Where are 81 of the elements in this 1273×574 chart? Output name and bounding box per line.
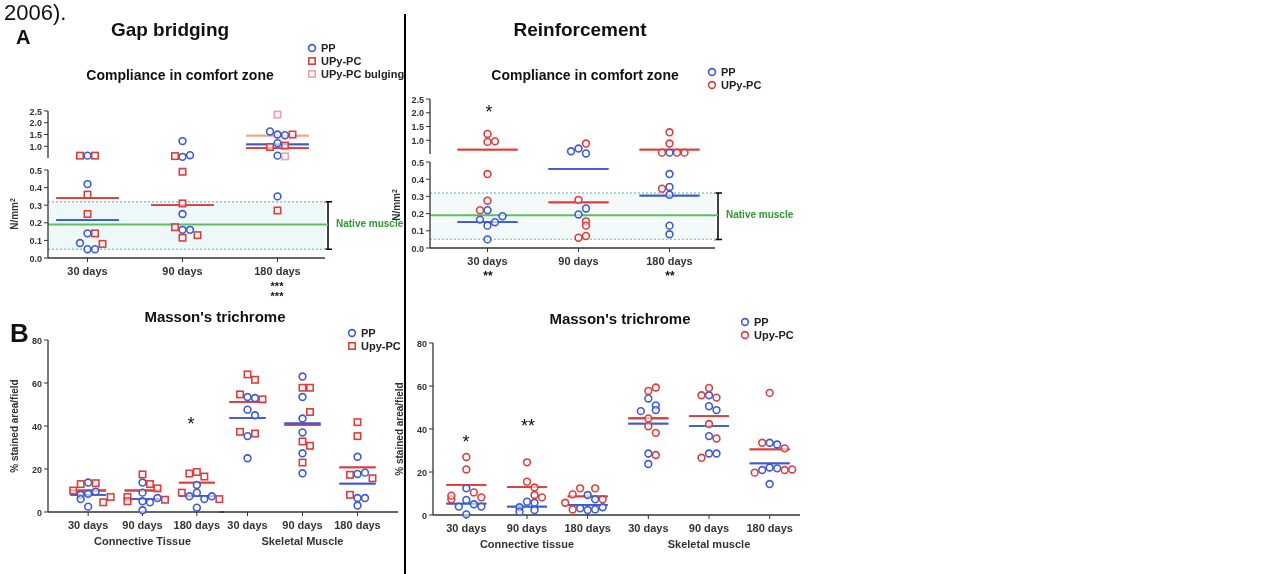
x-tick-label: 180 days <box>173 519 221 531</box>
y-tick-label: 0.4 <box>29 183 42 194</box>
y-tick-label: 0.5 <box>411 157 424 168</box>
chart-title: Reinforcement <box>513 19 648 40</box>
x-tick-label: 90 days <box>162 265 203 277</box>
legend-label: PP <box>321 42 336 54</box>
y-tick-label: 2.5 <box>29 106 42 117</box>
y-tick-label: 1.0 <box>411 135 424 146</box>
x-tick-label: 180 days <box>746 522 793 534</box>
y-tick-label: 0.5 <box>29 165 42 176</box>
x-tick-label: 180 days <box>646 255 693 267</box>
x-axis-title: Connective Tissue <box>94 535 191 547</box>
text: ** <box>483 269 493 283</box>
annotation: ** <box>520 416 536 436</box>
legend-label: PP <box>754 316 769 328</box>
annotation: * <box>187 414 195 434</box>
y-tick-label: 0.0 <box>411 243 424 254</box>
text: A <box>16 26 31 48</box>
x-tick-label: 30 days <box>628 522 669 534</box>
x-tick-label: 30 days <box>227 519 268 531</box>
text: 2006). <box>4 0 67 25</box>
y-tick-label: 0.0 <box>29 253 42 264</box>
chart-title: Masson's trichrome <box>549 310 691 327</box>
text: *** <box>270 290 285 302</box>
y-tick-label: 60 <box>31 378 42 389</box>
y-tick-label: 2.0 <box>29 118 42 129</box>
text: ** <box>665 269 675 283</box>
x-tick-label: 30 days <box>67 519 109 531</box>
annotation: * <box>485 102 493 122</box>
y-tick-label: 2.0 <box>411 108 424 119</box>
legend-label: Upy-PC <box>754 329 794 341</box>
x-axis-title: Skeletal Muscle <box>261 535 344 547</box>
chart-subtitle: Compliance in comfort zone <box>86 67 274 83</box>
text: *** <box>270 280 285 292</box>
y-tick-label: 20 <box>416 467 427 478</box>
x-tick-label: 90 days <box>506 522 548 534</box>
y-tick-label: 60 <box>416 381 427 392</box>
y-tick-label: 1.5 <box>29 130 42 140</box>
y-tick-label: 0.3 <box>29 200 42 211</box>
y-tick-label: 0.2 <box>411 209 424 220</box>
x-tick-label: 30 days <box>446 522 487 534</box>
x-tick-label: 180 days <box>334 519 381 531</box>
y-tick-label: 80 <box>31 335 42 346</box>
y-tick-label: 0.1 <box>411 226 424 237</box>
x-tick-label: 180 days <box>254 265 301 277</box>
y-tick-label: 20 <box>31 464 42 475</box>
annotation: * <box>462 432 470 452</box>
legend-label: UPy-PC <box>321 55 362 67</box>
legend-label: PP <box>721 66 736 78</box>
y-tick-label: 80 <box>416 338 427 349</box>
y-axis-title: % stained area/field <box>394 382 405 476</box>
band-label: Native muscle <box>726 209 794 221</box>
y-tick-label: 0.3 <box>411 191 424 202</box>
x-tick-label: 30 days <box>67 265 108 277</box>
legend-label: UPy-PC <box>721 79 762 91</box>
chart-title: Masson's trichrome <box>144 308 286 325</box>
text: B <box>10 318 29 348</box>
x-tick-label: 90 days <box>122 519 163 531</box>
y-tick-label: 0 <box>421 510 427 521</box>
x-axis-title: Connective tissue <box>479 538 575 550</box>
x-tick-label: 90 days <box>558 255 599 267</box>
y-tick-label: 0.1 <box>29 235 42 246</box>
y-tick-label: 2.5 <box>411 94 424 105</box>
y-tick-label: 1.5 <box>411 122 424 132</box>
legend-label: Upy-PC <box>361 340 401 352</box>
x-axis-title: Skeletal muscle <box>667 538 751 550</box>
y-tick-label: 1.0 <box>29 141 42 152</box>
legend-label: PP <box>361 327 376 339</box>
chart-subtitle: Compliance in comfort zone <box>491 67 679 83</box>
y-tick-label: 0.4 <box>411 174 424 185</box>
x-tick-label: 90 days <box>282 519 323 531</box>
x-tick-label: 180 days <box>564 522 611 534</box>
x-tick-label: 90 days <box>688 522 730 534</box>
y-axis-title: % stained area/field <box>9 379 20 473</box>
y-tick-label: 40 <box>31 421 42 432</box>
x-tick-label: 30 days <box>467 255 508 267</box>
chart-title: Gap bridging <box>110 19 230 40</box>
y-tick-label: 0 <box>36 507 42 518</box>
y-tick-label: 40 <box>416 424 427 435</box>
y-tick-label: 0.2 <box>29 218 42 229</box>
legend-label: UPy-PC bulging <box>321 68 405 80</box>
